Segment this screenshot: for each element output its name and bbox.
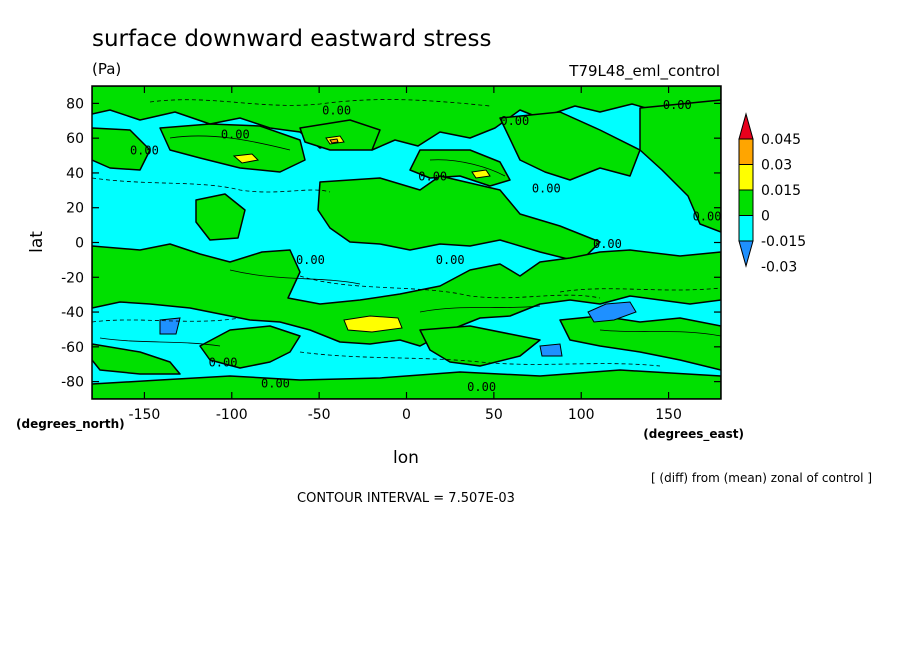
x-tick-label: 0 [402, 407, 411, 423]
contour-label: 0.00 [261, 376, 290, 390]
y-tick-label: 80 [66, 96, 84, 112]
x-axis-title: lon [393, 448, 419, 468]
positive-contour-lines [99, 135, 721, 347]
y-tick-label: 0 [75, 236, 84, 252]
yellow-patch-c [471, 169, 491, 179]
green-region-south-polar [92, 369, 721, 399]
units-label: (Pa) [92, 60, 121, 78]
y-tick-label: -60 [61, 340, 84, 356]
contour-label: 0.00 [130, 143, 159, 157]
x-tick-label: 50 [485, 407, 503, 423]
yellow-patch-d [343, 315, 403, 333]
contour-label: 0.00 [467, 380, 496, 394]
y-tick-label: 40 [66, 166, 84, 182]
x-tick-label: 150 [655, 407, 682, 423]
x-tick-label: -50 [308, 407, 331, 423]
dashed-contour [559, 287, 721, 293]
contour-label: 0.00 [436, 253, 465, 267]
contour-label: 0.00 [209, 355, 238, 369]
contour-labels: 0.00 0.00 0.00 0.00 0.00 0.00 0.00 0.00 0.00 0.00… [130, 98, 722, 394]
contour-line [599, 329, 721, 337]
colorbar-segment [738, 215, 754, 242]
green-region-south-d [559, 315, 721, 371]
y-tick-label: 60 [66, 131, 84, 147]
dashed-contour [299, 351, 661, 367]
contour-label: 0.00 [221, 128, 250, 142]
y-units-label: (degrees_north) [16, 417, 125, 432]
blue-patch-c [159, 317, 181, 335]
contour-label: 0.00 [418, 169, 447, 183]
diff-note: [ (diff) from (mean) zonal of control ] [651, 471, 872, 485]
colorbar-segment [738, 164, 754, 191]
colorbar-label: 0.015 [761, 183, 801, 199]
contour-line [169, 135, 291, 151]
green-region-north-e [499, 111, 641, 181]
yellow-patch-a [232, 153, 260, 164]
colorbar-label: 0.03 [761, 158, 792, 174]
green-region-west-tropics [195, 193, 246, 241]
green-region-south-b [199, 325, 301, 369]
contour-label: 0.00 [663, 98, 692, 112]
colorbar-label: 0 [761, 209, 770, 225]
green-region-south-belt [92, 243, 721, 347]
contour-line [429, 159, 506, 177]
colorbar-label: -0.015 [761, 234, 806, 250]
orange-patch [329, 138, 339, 144]
blue-patch-a [587, 301, 637, 323]
green-region-north-c [92, 127, 151, 171]
x-tick-label: -100 [216, 407, 248, 423]
green-region-south-c [419, 325, 541, 367]
map-panel: 0.00 0.00 0.00 0.00 0.00 0.00 0.00 0.00 0.00 0.00… [92, 86, 721, 399]
dashed-contour [92, 177, 331, 193]
green-region-east-edge [639, 99, 721, 233]
dashed-contour [92, 317, 241, 323]
contour-label: 0.00 [532, 182, 561, 196]
contour-label: 0.00 [593, 237, 622, 251]
y-tick-label: -80 [61, 375, 84, 391]
colorbar-top-arrow [738, 112, 754, 140]
contour-label: 0.00 [693, 209, 722, 223]
y-tick-label: -20 [61, 270, 84, 286]
contour-label: 0.00 [296, 253, 325, 267]
contour-interval-label: CONTOUR INTERVAL = 7.507E-03 [297, 491, 515, 506]
colorbar-label: -0.03 [761, 260, 797, 276]
negative-stress-regions [159, 301, 637, 357]
contour-line [229, 269, 361, 285]
contour-line [419, 305, 541, 313]
blue-patch-b [539, 343, 563, 357]
high-stress-regions [232, 135, 491, 333]
chart-title: surface downward eastward stress [92, 26, 491, 52]
run-name-label: T79L48_eml_control [568, 62, 720, 81]
x-tick-label: -150 [129, 407, 161, 423]
colorbar: 0.045 0.03 0.015 0 -0.015 -0.03 [738, 112, 806, 276]
x-axis: -150 -100 -50 0 50 100 150 [129, 86, 682, 423]
x-tick-label: 100 [568, 407, 595, 423]
negative-contour-lines [92, 99, 721, 367]
y-axis-title: lat [27, 231, 47, 253]
contour-label: 0.00 [322, 103, 351, 117]
green-region-north-b [299, 119, 381, 151]
colorbar-segment [738, 138, 754, 165]
x-units-label: (degrees_east) [643, 427, 744, 442]
dashed-contour [149, 99, 491, 107]
y-axis: -80 -60 -40 -20 0 20 40 60 80 [61, 96, 721, 391]
colorbar-label: 0.045 [761, 132, 801, 148]
colorbar-bottom-arrow [738, 240, 754, 268]
green-region-south-e [92, 343, 181, 375]
y-tick-label: -40 [61, 305, 84, 321]
y-tick-label: 20 [66, 201, 84, 217]
contour-line [99, 337, 221, 347]
colorbar-segment [738, 189, 754, 216]
contour-label: 0.00 [500, 114, 529, 128]
green-region-central [317, 175, 601, 263]
dashed-contour [299, 275, 601, 299]
